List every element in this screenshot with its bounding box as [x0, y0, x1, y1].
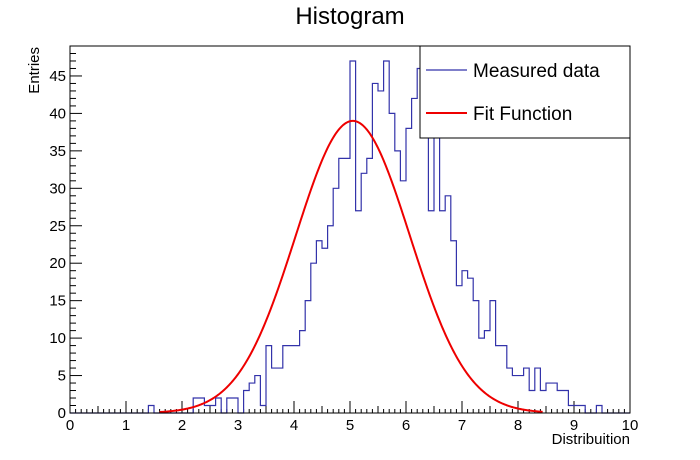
x-tick-label: 4 — [290, 417, 298, 434]
x-axis-label: Distribuition — [552, 431, 630, 448]
x-tick-label: 7 — [458, 417, 466, 434]
x-tick-label: 0 — [66, 417, 74, 434]
x-tick-label: 1 — [122, 417, 130, 434]
x-tick-label: 9 — [570, 417, 578, 434]
y-axis-label: Entries — [26, 47, 43, 94]
plot-frame — [69, 45, 631, 414]
y-tick-label: 45 — [49, 68, 66, 85]
x-tick-label: 8 — [514, 417, 522, 434]
x-tick-label: 5 — [346, 417, 354, 434]
y-tick-label: 20 — [49, 255, 66, 272]
y-tick-label: 25 — [49, 218, 66, 235]
legend-label-measured: Measured data — [473, 61, 600, 82]
legend-label-fit: Fit Function — [473, 104, 572, 125]
y-tick-label: 10 — [49, 330, 66, 347]
x-tick-label: 10 — [622, 417, 639, 434]
y-tick-label: 35 — [49, 143, 66, 160]
y-tick-label: 0 — [58, 405, 66, 422]
y-tick-label: 30 — [49, 180, 66, 197]
legend-box — [419, 45, 631, 139]
y-tick-label: 5 — [58, 368, 66, 385]
histogram-series — [70, 60, 630, 414]
chart-title: Histogram — [295, 3, 404, 30]
fit-function-curve — [159, 119, 543, 414]
y-tick-label: 15 — [49, 293, 66, 310]
x-tick-label: 3 — [234, 417, 242, 434]
x-tick-label: 6 — [402, 417, 410, 434]
x-tick-label: 2 — [178, 417, 186, 434]
y-tick-label: 40 — [49, 105, 66, 122]
legend: Measured data Fit Function — [419, 45, 631, 139]
